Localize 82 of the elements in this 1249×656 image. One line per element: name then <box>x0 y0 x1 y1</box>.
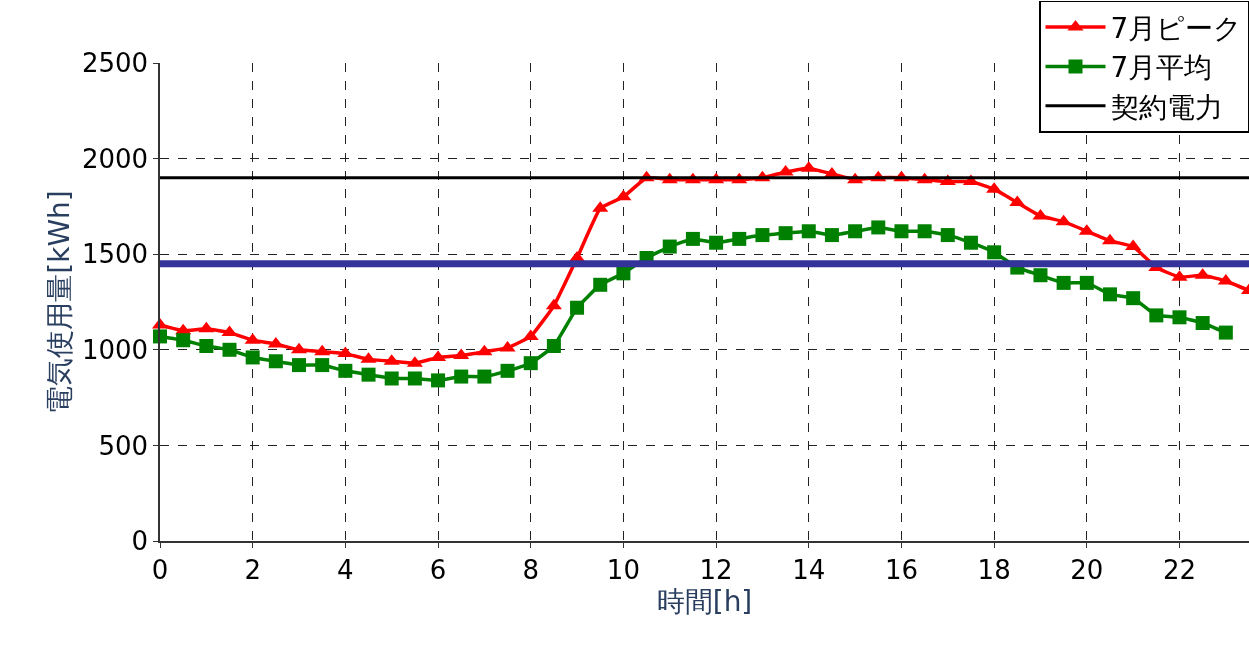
point <box>570 300 585 315</box>
point <box>268 354 283 369</box>
point <box>732 231 747 246</box>
point <box>940 228 955 243</box>
x-tick-label: 18 <box>977 554 1011 585</box>
point <box>755 228 770 243</box>
point <box>545 298 562 310</box>
legend-label: 7月ピーク <box>1110 11 1243 45</box>
y-tick-label: 1000 <box>81 334 149 365</box>
x-tick-label: 6 <box>429 554 447 585</box>
point <box>848 224 863 239</box>
point <box>662 239 677 254</box>
point <box>987 245 1002 260</box>
point <box>1217 273 1234 285</box>
point <box>453 348 470 360</box>
x-tick-label: 16 <box>884 554 918 585</box>
point <box>685 231 700 246</box>
point <box>871 220 886 235</box>
y-axis-title: 電気使用量[kWh] <box>43 190 77 414</box>
point <box>476 344 493 356</box>
point <box>963 235 978 250</box>
point <box>361 367 376 382</box>
point <box>1102 287 1117 302</box>
x-tick-label: 0 <box>151 554 169 585</box>
x-axis-title: 時間[h] <box>656 584 753 618</box>
point <box>176 333 191 348</box>
x-tick-label: 2 <box>244 554 261 585</box>
point <box>1126 291 1141 306</box>
point <box>1149 308 1164 323</box>
point <box>407 371 422 386</box>
point <box>616 266 631 281</box>
point <box>778 226 793 241</box>
y-tick-label: 500 <box>98 430 149 461</box>
x-tick-label: 12 <box>699 554 733 585</box>
point <box>894 224 909 239</box>
point <box>292 358 307 373</box>
point <box>454 369 469 384</box>
y-tick-label: 0 <box>131 526 149 557</box>
point <box>777 164 794 176</box>
point <box>337 346 354 358</box>
point <box>198 321 215 333</box>
x-tick-label: 20 <box>1070 554 1104 585</box>
point <box>1125 239 1142 251</box>
point <box>709 235 724 250</box>
point <box>801 224 816 239</box>
x-tick-label: 14 <box>792 554 826 585</box>
x-tick-label: 8 <box>522 554 539 585</box>
point <box>523 356 538 371</box>
legend-label: 契約電力 <box>1110 90 1223 124</box>
point <box>384 371 399 386</box>
point <box>199 338 214 353</box>
point <box>500 363 515 378</box>
point <box>477 369 492 384</box>
y-tick-label: 2000 <box>81 143 149 174</box>
point <box>315 358 330 373</box>
point <box>1079 275 1094 290</box>
point <box>245 350 260 365</box>
legend-label: 7月平均 <box>1110 51 1213 85</box>
point <box>1172 310 1187 325</box>
point <box>546 338 561 353</box>
x-tick-label: 10 <box>606 554 640 585</box>
y-tick-label: 1500 <box>81 239 149 270</box>
point <box>1009 195 1026 207</box>
point <box>593 277 608 292</box>
point <box>1195 316 1210 331</box>
point <box>338 363 353 378</box>
point <box>499 340 516 352</box>
point <box>314 344 331 356</box>
x-tick-label: 4 <box>337 554 354 585</box>
x-tick-label: 22 <box>1162 554 1197 585</box>
point <box>1056 275 1071 290</box>
point <box>431 373 446 388</box>
point <box>221 325 238 337</box>
point <box>1032 208 1049 220</box>
point <box>222 342 237 357</box>
point <box>824 228 839 243</box>
point <box>1218 325 1233 340</box>
point <box>917 224 932 239</box>
point <box>615 189 632 201</box>
point <box>1055 214 1072 226</box>
y-tick-label: 2500 <box>81 48 149 79</box>
point <box>1033 268 1048 283</box>
